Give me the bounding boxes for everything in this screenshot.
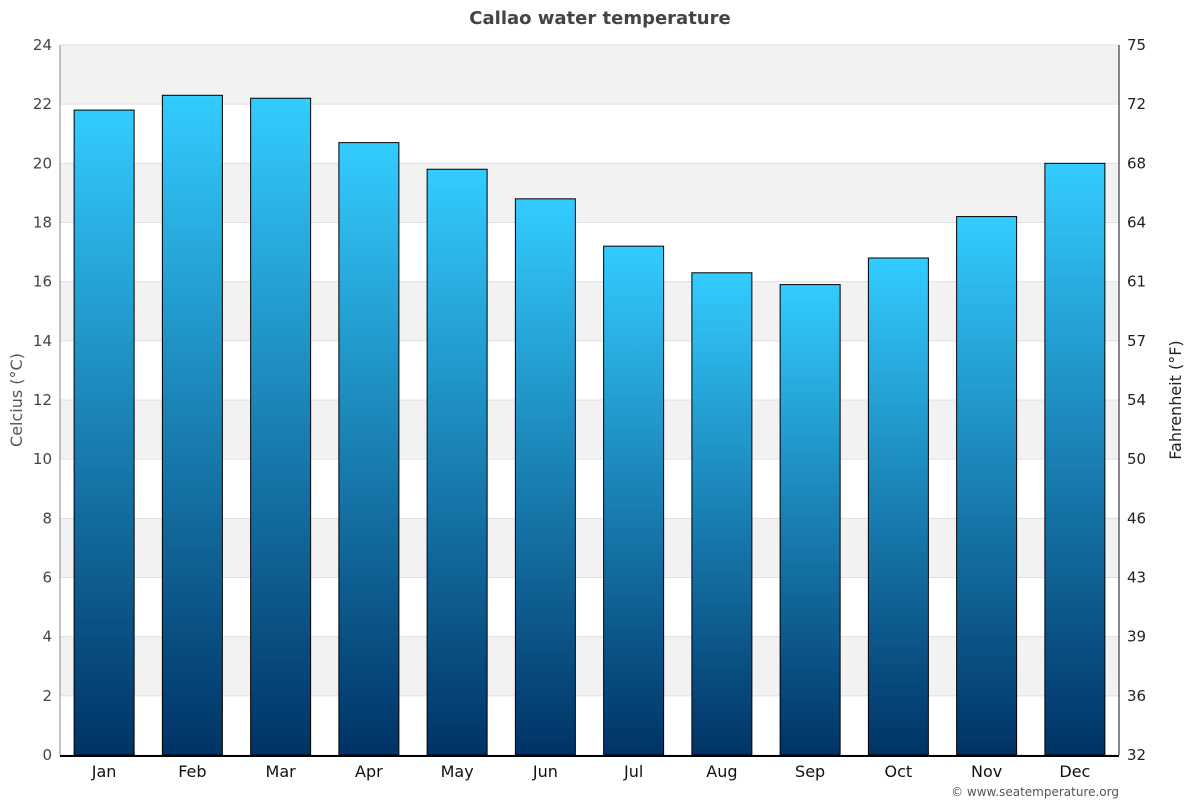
y2-tick-label: 64 bbox=[1127, 214, 1146, 232]
y2-tick-label: 32 bbox=[1127, 746, 1146, 764]
x-tick-label: Dec bbox=[1059, 762, 1090, 781]
x-tick-label: Oct bbox=[885, 762, 913, 781]
x-tick-label: Feb bbox=[178, 762, 206, 781]
y2-tick-label: 75 bbox=[1127, 36, 1146, 54]
bar-dec bbox=[1044, 162, 1106, 756]
y2-tick-label: 50 bbox=[1127, 450, 1146, 468]
y-tick-label: 14 bbox=[33, 332, 52, 350]
y2-tick-label: 43 bbox=[1127, 569, 1146, 587]
bar-aug bbox=[691, 272, 753, 756]
bar-may bbox=[426, 168, 488, 756]
bar-apr bbox=[338, 142, 400, 756]
bar-feb bbox=[161, 94, 223, 756]
y2-tick-label: 36 bbox=[1127, 687, 1146, 705]
y2-tick-label: 68 bbox=[1127, 154, 1146, 172]
y-tick-label: 8 bbox=[42, 509, 52, 527]
x-tick-label: Sep bbox=[795, 762, 825, 781]
grid-band bbox=[60, 400, 1119, 460]
y2-tick-label: 72 bbox=[1127, 95, 1146, 113]
bar-jul bbox=[603, 245, 665, 756]
x-tick-label: Nov bbox=[971, 762, 1002, 781]
bar-mar bbox=[250, 97, 312, 756]
x-tick-label: Jul bbox=[623, 762, 643, 781]
x-tick-label: Jan bbox=[91, 762, 117, 781]
y-tick-label: 16 bbox=[33, 273, 52, 291]
x-tick-label: Mar bbox=[266, 762, 297, 781]
y2-tick-label: 46 bbox=[1127, 509, 1146, 527]
y2-tick-label: 39 bbox=[1127, 628, 1146, 646]
y-tick-label: 4 bbox=[42, 628, 52, 646]
bar-nov bbox=[956, 216, 1018, 756]
credit-text[interactable]: © www.seatemperature.org bbox=[951, 785, 1119, 799]
bar-jan bbox=[73, 109, 135, 756]
y-tick-label: 24 bbox=[33, 36, 52, 54]
y-tick-label: 22 bbox=[33, 95, 52, 113]
y2-tick-label: 54 bbox=[1127, 391, 1146, 409]
y-tick-label: 2 bbox=[42, 687, 52, 705]
grid-band bbox=[60, 636, 1119, 696]
grid-band bbox=[60, 518, 1119, 578]
bar-jun bbox=[514, 198, 576, 756]
grid-band bbox=[60, 45, 1119, 105]
chart-title: Callao water temperature bbox=[469, 8, 730, 29]
x-tick-label: Jun bbox=[532, 762, 558, 781]
x-tick-label: May bbox=[441, 762, 474, 781]
bar-oct bbox=[867, 257, 929, 756]
y-tick-label: 20 bbox=[33, 154, 52, 172]
y2-axis-label: Fahrenheit (°F) bbox=[1166, 340, 1185, 459]
grid-band bbox=[60, 281, 1119, 341]
bar-sep bbox=[779, 284, 841, 756]
y-tick-label: 18 bbox=[33, 214, 52, 232]
x-tick-label: Apr bbox=[355, 762, 383, 781]
y2-tick-label: 57 bbox=[1127, 332, 1146, 350]
grid-band bbox=[60, 163, 1119, 223]
y-tick-label: 10 bbox=[33, 450, 52, 468]
y-tick-label: 12 bbox=[33, 391, 52, 409]
y2-tick-label: 61 bbox=[1127, 273, 1146, 291]
y-tick-label: 0 bbox=[42, 746, 52, 764]
y-tick-label: 6 bbox=[42, 569, 52, 587]
x-tick-label: Aug bbox=[706, 762, 737, 781]
y-axis-label: Celcius (°C) bbox=[7, 353, 26, 447]
